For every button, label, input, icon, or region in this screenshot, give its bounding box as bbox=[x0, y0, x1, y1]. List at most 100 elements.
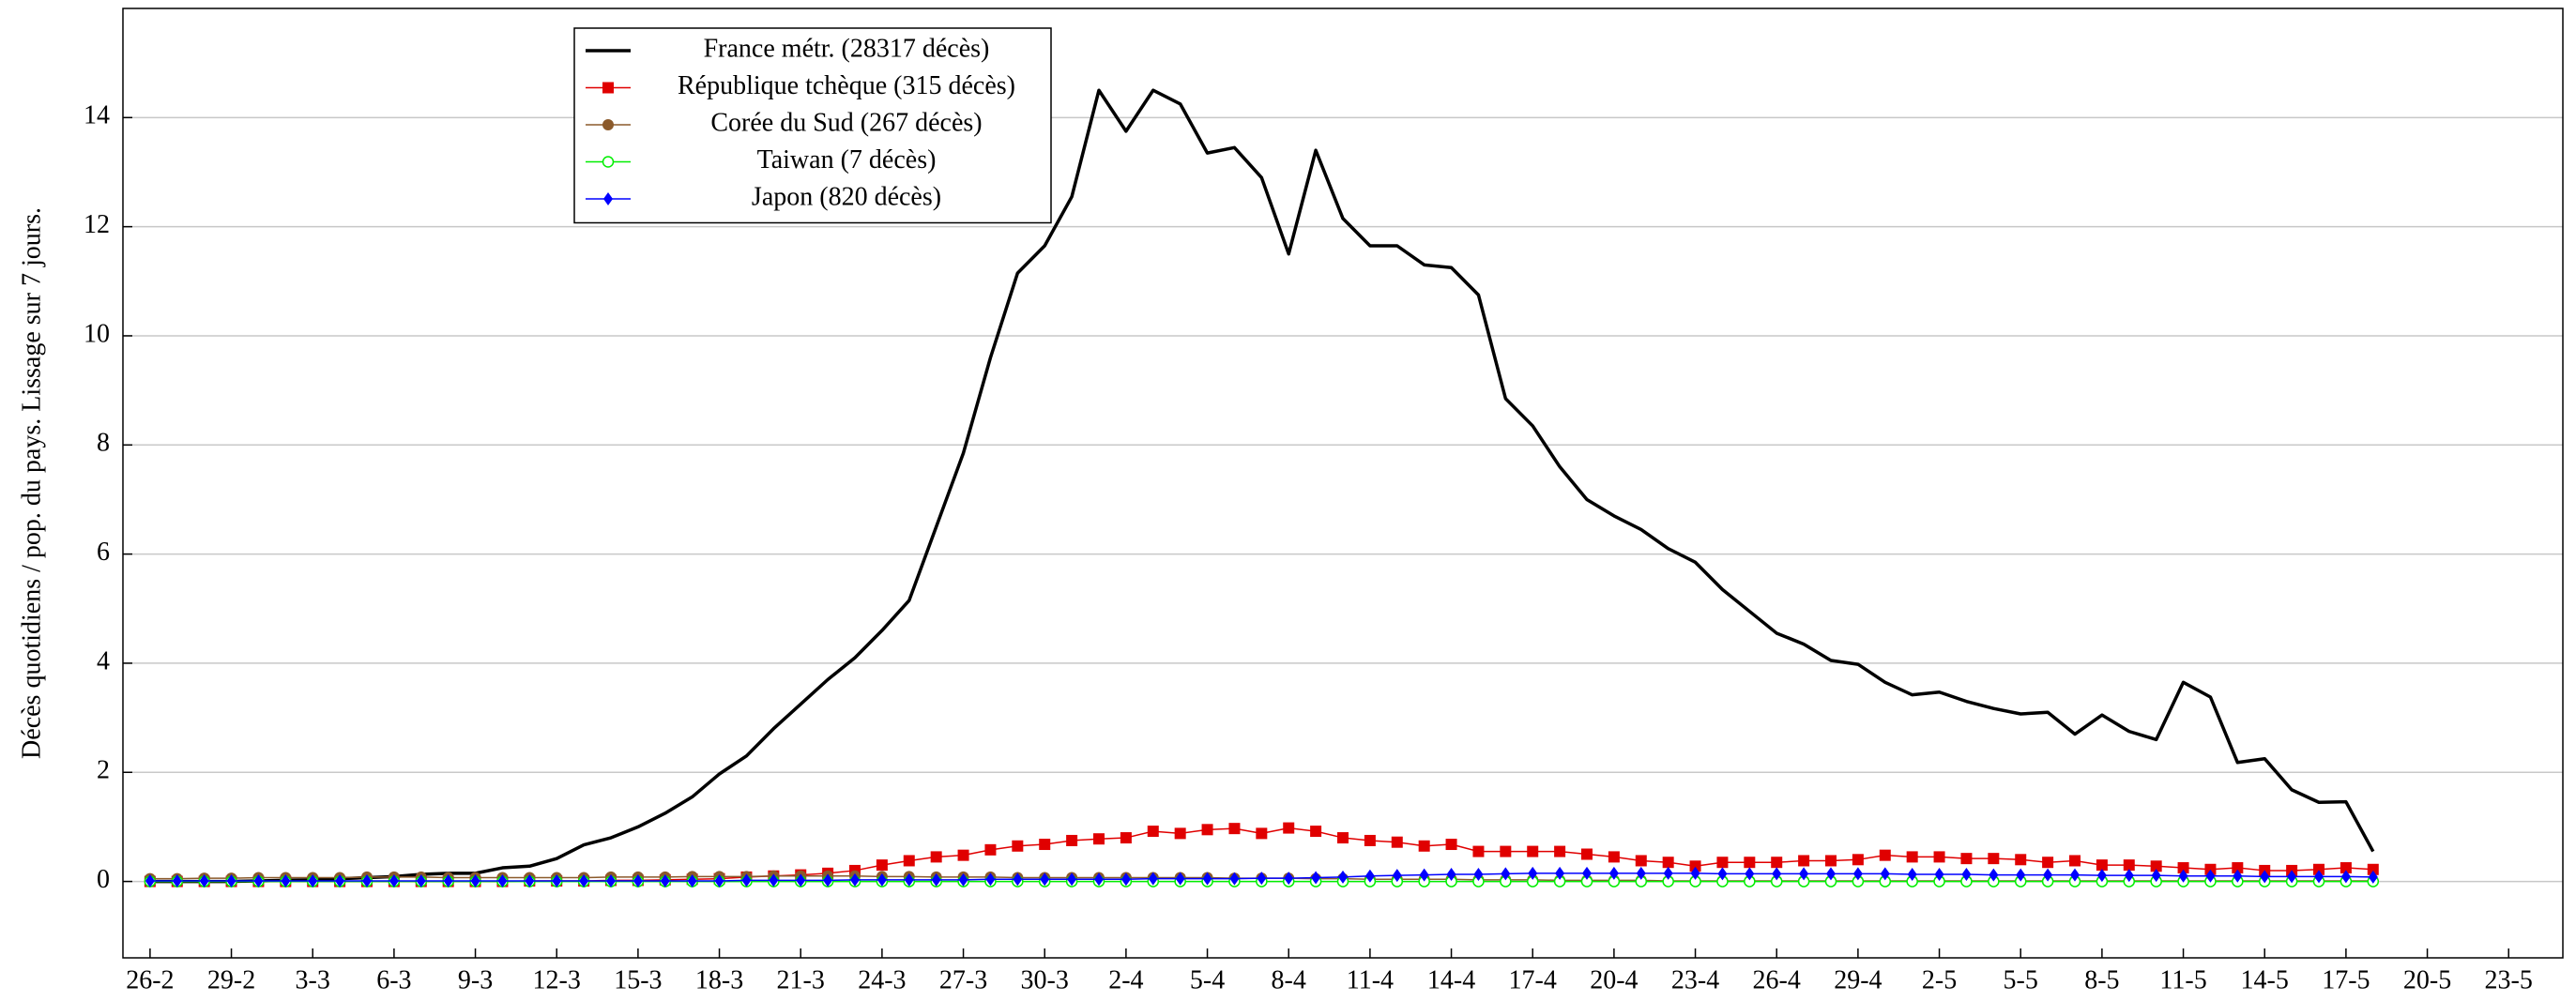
x-tick-label: 14-5 bbox=[2241, 965, 2289, 994]
marker bbox=[2232, 862, 2244, 874]
marker bbox=[1744, 857, 1756, 869]
x-tick-label: 8-5 bbox=[2084, 965, 2119, 994]
x-tick-label: 14-4 bbox=[1427, 965, 1475, 994]
x-tick-label: 11-4 bbox=[1347, 965, 1394, 994]
x-tick-label: 17-5 bbox=[2322, 965, 2370, 994]
marker bbox=[1745, 867, 1755, 881]
marker bbox=[416, 873, 426, 887]
marker bbox=[876, 859, 888, 872]
marker bbox=[1419, 868, 1429, 882]
marker bbox=[823, 873, 833, 887]
y-tick-label: 12 bbox=[84, 210, 110, 239]
marker bbox=[1879, 849, 1891, 861]
marker bbox=[1067, 872, 1077, 887]
plot-frame bbox=[122, 8, 2564, 959]
marker bbox=[1120, 872, 1131, 887]
marker bbox=[1284, 872, 1294, 886]
legend-label: Taiwan (7 décès) bbox=[757, 145, 937, 174]
marker bbox=[1228, 823, 1241, 835]
marker bbox=[199, 873, 209, 887]
x-tick-label: 12-3 bbox=[533, 965, 581, 994]
marker bbox=[633, 873, 643, 887]
marker bbox=[1256, 827, 1268, 840]
marker bbox=[2016, 868, 2026, 882]
marker bbox=[876, 872, 887, 887]
marker bbox=[335, 873, 345, 887]
marker bbox=[714, 873, 724, 887]
marker bbox=[470, 873, 480, 887]
marker bbox=[1473, 868, 1484, 882]
marker bbox=[443, 873, 453, 887]
marker bbox=[2313, 863, 2324, 875]
marker bbox=[1528, 866, 1538, 880]
marker bbox=[958, 872, 968, 887]
marker bbox=[1446, 868, 1456, 882]
marker bbox=[2150, 860, 2162, 872]
marker bbox=[1148, 872, 1158, 886]
x-tick-label: 2-5 bbox=[1922, 965, 1957, 994]
legend-label: Corée du Sud (267 décès) bbox=[710, 108, 982, 137]
marker bbox=[389, 873, 399, 887]
y-tick-label: 0 bbox=[97, 865, 110, 894]
x-tick-label: 15-3 bbox=[614, 965, 662, 994]
marker bbox=[1636, 866, 1646, 880]
y-tick-label: 6 bbox=[97, 538, 110, 567]
marker bbox=[1799, 867, 1809, 881]
marker bbox=[1202, 872, 1212, 886]
marker bbox=[1338, 870, 1348, 884]
x-tick-label: 30-3 bbox=[1021, 965, 1069, 994]
marker bbox=[1960, 853, 1973, 865]
x-tick-label: 8-4 bbox=[1272, 965, 1306, 994]
marker bbox=[1094, 872, 1104, 887]
marker bbox=[2205, 869, 2216, 883]
marker bbox=[1147, 826, 1159, 838]
marker bbox=[2069, 855, 2081, 867]
x-tick-label: 5-5 bbox=[2004, 965, 2038, 994]
marker bbox=[145, 873, 155, 887]
marker bbox=[2015, 854, 2027, 866]
x-tick-label: 6-3 bbox=[376, 965, 411, 994]
marker bbox=[362, 873, 372, 887]
marker bbox=[226, 873, 236, 887]
marker bbox=[1391, 836, 1403, 848]
marker bbox=[2260, 870, 2270, 884]
x-tick-label: 17-4 bbox=[1509, 965, 1557, 994]
marker bbox=[1961, 868, 1972, 882]
x-tick-label: 29-4 bbox=[1834, 965, 1882, 994]
marker bbox=[1013, 872, 1023, 887]
marker bbox=[253, 873, 264, 887]
marker bbox=[1663, 866, 1673, 880]
series-line bbox=[149, 88, 2375, 884]
marker bbox=[1608, 851, 1620, 863]
legend-label: Japon (820 décès) bbox=[752, 182, 941, 211]
x-tick-label: 23-5 bbox=[2485, 965, 2533, 994]
marker bbox=[1472, 845, 1485, 857]
marker bbox=[2096, 869, 2107, 883]
marker bbox=[984, 843, 997, 856]
marker bbox=[1337, 832, 1349, 844]
y-tick-label: 8 bbox=[97, 429, 110, 458]
marker bbox=[2042, 857, 2054, 869]
marker bbox=[1933, 851, 1945, 863]
marker bbox=[1120, 832, 1132, 844]
marker bbox=[1798, 855, 1810, 867]
marker bbox=[2177, 862, 2189, 874]
marker bbox=[2340, 870, 2351, 884]
x-tick-label: 11-5 bbox=[2159, 965, 2206, 994]
marker bbox=[741, 873, 752, 887]
marker bbox=[2178, 869, 2188, 883]
marker bbox=[1229, 872, 1240, 886]
marker bbox=[1500, 845, 1512, 857]
marker bbox=[769, 873, 779, 887]
marker bbox=[602, 82, 614, 94]
marker bbox=[904, 872, 914, 887]
marker bbox=[2124, 869, 2134, 883]
marker bbox=[2287, 870, 2297, 884]
marker bbox=[2368, 870, 2378, 884]
marker bbox=[985, 872, 996, 887]
marker bbox=[1934, 868, 1944, 882]
marker bbox=[1581, 848, 1593, 860]
marker bbox=[903, 855, 915, 867]
x-tick-label: 20-4 bbox=[1590, 965, 1638, 994]
